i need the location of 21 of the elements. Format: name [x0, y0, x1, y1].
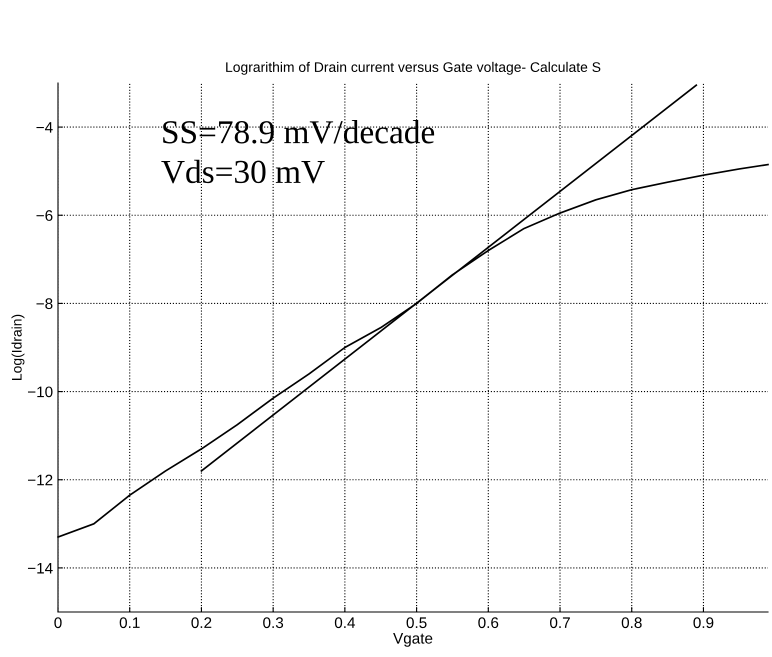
x-tick-label: 0.2 — [191, 617, 212, 628]
x-tick-label: 0.5 — [406, 617, 427, 628]
y-tick-label: −10 — [28, 386, 53, 398]
x-tick-label: 0.3 — [263, 617, 284, 628]
x-tick-label: 0 — [54, 617, 62, 628]
x-tick-label: 0.6 — [478, 617, 498, 628]
y-tick-label: −8 — [36, 298, 52, 310]
x-tick-label: 0.7 — [550, 617, 570, 628]
y-tick-label: −12 — [28, 474, 52, 486]
chart-title: Lograrithim of Drain current versus Gate voltage- Calculate S — [226, 62, 600, 75]
y-tick-label: −4 — [36, 122, 53, 133]
x-tick-label: 0.9 — [693, 617, 714, 628]
x-tick-label: 0.4 — [334, 617, 356, 628]
x-tick-label: 0.1 — [120, 617, 140, 628]
annotation: Vds=30 mV — [161, 160, 325, 184]
x-axis-title: Vgate — [393, 633, 432, 647]
y-tick-label: −6 — [36, 210, 52, 221]
annotation: SS=78.9 mV/decade — [163, 120, 434, 144]
y-tick-label: −14 — [28, 562, 53, 574]
y-axis-title: Log(Idrain) — [12, 314, 24, 380]
x-tick-label: 0.8 — [622, 617, 642, 628]
